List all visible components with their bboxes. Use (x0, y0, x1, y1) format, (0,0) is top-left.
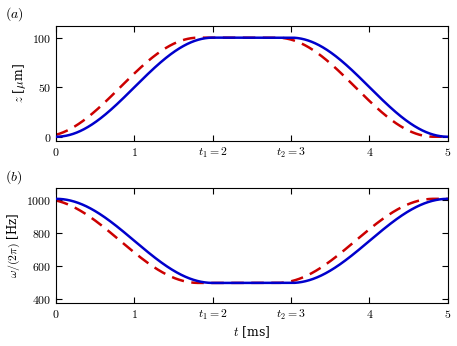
Y-axis label: $z$ [$\mu$m]: $z$ [$\mu$m] (11, 63, 28, 103)
X-axis label: $t$ [ms]: $t$ [ms] (233, 325, 271, 340)
Text: $(b)$: $(b)$ (5, 168, 22, 186)
Y-axis label: $\omega/(2\pi)$ [Hz]: $\omega/(2\pi)$ [Hz] (5, 213, 22, 278)
Text: $(a)$: $(a)$ (5, 6, 24, 24)
